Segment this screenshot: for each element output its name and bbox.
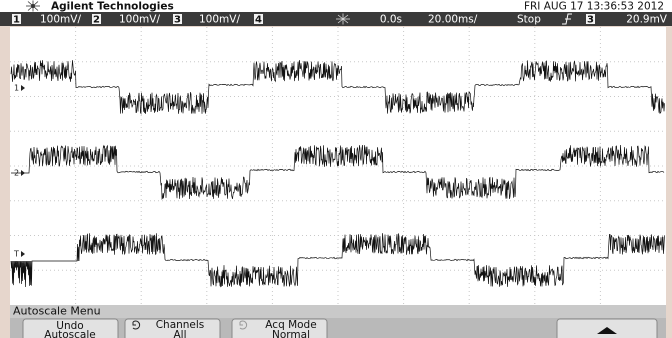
datetime: FRI AUG 17 13:36:53 2012 xyxy=(524,1,664,13)
softkey-label: Autoscale xyxy=(44,329,95,338)
time-offset: 0.0s xyxy=(380,14,402,26)
softkey[interactable]: Acq Mode Normal xyxy=(231,318,328,338)
channel-scale: 100mV/ xyxy=(199,14,240,26)
channel-number: 3 xyxy=(174,15,181,26)
trigger-edge-icon xyxy=(562,13,572,25)
channel-markers: 1 2 T 3 xyxy=(13,84,25,270)
softkey-label: Acq Mode xyxy=(265,319,316,331)
trigger-position-icon xyxy=(336,13,350,25)
softkey-button[interactable] xyxy=(124,318,221,338)
agilent-logo xyxy=(26,0,40,12)
menu-up-arrow xyxy=(597,327,617,334)
channel-marker: 1 xyxy=(14,84,19,93)
waveform-trace xyxy=(10,60,665,115)
softkey-button[interactable] xyxy=(231,318,328,338)
channel-number: 2 xyxy=(93,15,100,26)
channel-badge xyxy=(173,14,182,24)
brand: Agilent Technologies xyxy=(51,1,174,13)
waveform-trace xyxy=(11,144,665,200)
marker-arrow xyxy=(21,85,25,91)
trigger-level: 20.9mV xyxy=(626,14,668,26)
channel-badge xyxy=(586,14,595,24)
softkey[interactable]: Channels All xyxy=(124,318,221,338)
softkey-button[interactable] xyxy=(22,318,119,338)
softkey-label: All xyxy=(173,329,186,338)
title-bar xyxy=(0,0,672,12)
marker-arrow xyxy=(21,251,25,257)
cycle-icon xyxy=(132,320,141,330)
softkey-label: Undo xyxy=(56,320,83,332)
menu-title: Autoscale Menu xyxy=(13,305,101,318)
trigger-marker: T xyxy=(13,250,19,259)
menu-bar xyxy=(10,305,666,318)
channel-badge xyxy=(92,14,101,24)
channel-scale: 100mV/ xyxy=(40,14,81,26)
channel-badge xyxy=(12,14,21,24)
channel-marker: 3 xyxy=(14,261,19,270)
channel-badge xyxy=(254,14,263,24)
trigger-source: 3 xyxy=(587,15,594,26)
channel-number: 4 xyxy=(255,15,262,26)
softkey[interactable] xyxy=(556,318,658,338)
softkey-label: Normal xyxy=(272,329,310,338)
run-state: Stop xyxy=(517,14,541,26)
waveforms xyxy=(10,60,665,288)
waveform-trace xyxy=(10,233,665,288)
channel-number: 1 xyxy=(13,15,20,26)
channel-scale: 100mV/ xyxy=(119,14,160,26)
channel-marker: 2 xyxy=(14,169,19,178)
softkey-label: Channels xyxy=(156,319,205,331)
timebase: 20.00ms/ xyxy=(428,14,478,26)
marker-arrow xyxy=(21,262,25,268)
cycle-icon xyxy=(239,320,248,330)
softkey[interactable]: Undo Autoscale xyxy=(22,318,119,338)
grid xyxy=(10,27,666,305)
marker-arrow xyxy=(21,170,25,176)
